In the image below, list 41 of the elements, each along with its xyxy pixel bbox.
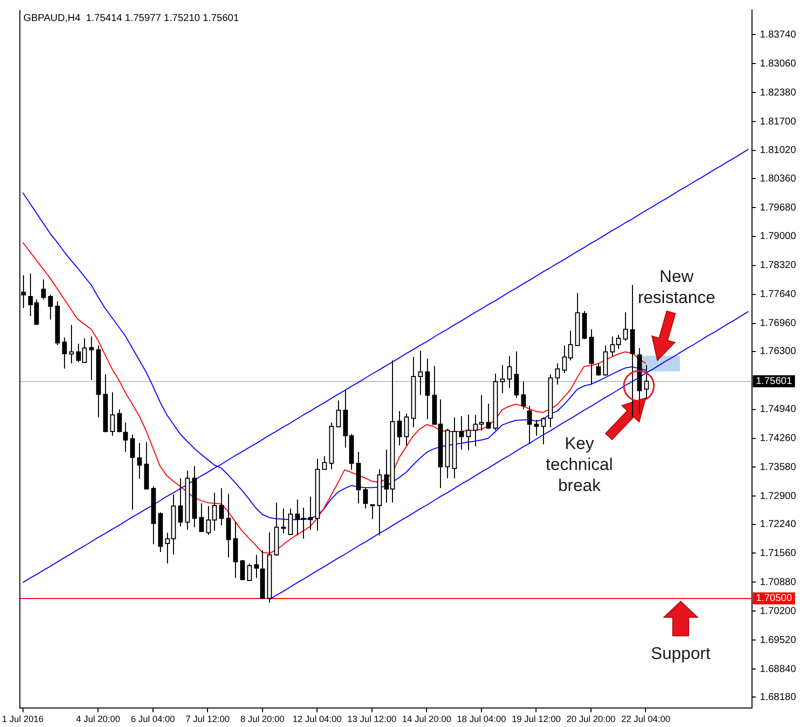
y-tick-label: 1.81700 bbox=[760, 116, 796, 128]
x-tick-label: 8 Jul 20:00 bbox=[240, 714, 284, 724]
x-tick-label: 13 Jul 12:00 bbox=[347, 714, 396, 724]
y-tick-label: 1.76300 bbox=[760, 346, 796, 358]
x-tick-label: 7 Jul 12:00 bbox=[186, 714, 230, 724]
y-tick-label: 1.76960 bbox=[760, 318, 796, 330]
y-tick-label: 1.68840 bbox=[760, 664, 796, 675]
x-tick-label: 18 Jul 04:00 bbox=[456, 714, 506, 724]
x-tick-label: 14 Jul 20:00 bbox=[402, 714, 452, 724]
annotation: Key technical break bbox=[546, 434, 613, 495]
annotation: Support bbox=[650, 644, 711, 664]
x-tick-label: 1 Jul 2016 bbox=[2, 714, 44, 724]
y-tick-label: 1.71560 bbox=[760, 548, 796, 559]
y-tick-label: 1.72900 bbox=[760, 490, 796, 502]
y-tick-label: 1.82380 bbox=[760, 87, 796, 98]
y-tick-label: 1.80360 bbox=[760, 173, 796, 184]
x-tick-label: 6 Jul 04:00 bbox=[130, 714, 175, 724]
annotation: New resistance bbox=[638, 267, 716, 308]
x-tick-label: 20 Jul 20:00 bbox=[566, 714, 616, 724]
y-tick-label: 1.74940 bbox=[760, 404, 796, 416]
y-tick-label: 1.72240 bbox=[760, 519, 796, 530]
y-tick-label: 1.83060 bbox=[760, 58, 796, 70]
y-tick-label: 1.77640 bbox=[760, 289, 796, 300]
y-tick-label: 1.79680 bbox=[760, 202, 796, 214]
y-tick-label: 1.78320 bbox=[760, 260, 796, 272]
x-tick-label: 4 Jul 20:00 bbox=[76, 714, 120, 724]
ref-line-label: 1.70500 bbox=[756, 593, 792, 604]
x-tick-label: 12 Jul 04:00 bbox=[292, 714, 342, 724]
y-tick-label: 1.73580 bbox=[760, 462, 796, 473]
chart-title: GBPAUD,H4 1.75414 1.75977 1.75210 1.75601 bbox=[23, 12, 240, 24]
x-tick-label: 19 Jul 12:00 bbox=[512, 714, 561, 724]
y-tick-label: 1.83740 bbox=[760, 29, 796, 40]
y-tick-label: 1.81020 bbox=[760, 145, 796, 156]
ref-line-label: 1.75601 bbox=[756, 376, 792, 387]
y-tick-label: 1.74260 bbox=[760, 433, 796, 444]
y-tick-label: 1.79000 bbox=[760, 231, 796, 242]
y-tick-label: 1.70880 bbox=[760, 576, 796, 588]
y-tick-label: 1.70200 bbox=[760, 606, 796, 617]
y-tick-label: 1.69520 bbox=[760, 634, 796, 646]
y-tick-label: 1.68180 bbox=[760, 692, 796, 703]
x-tick-label: 22 Jul 04:00 bbox=[621, 714, 670, 724]
